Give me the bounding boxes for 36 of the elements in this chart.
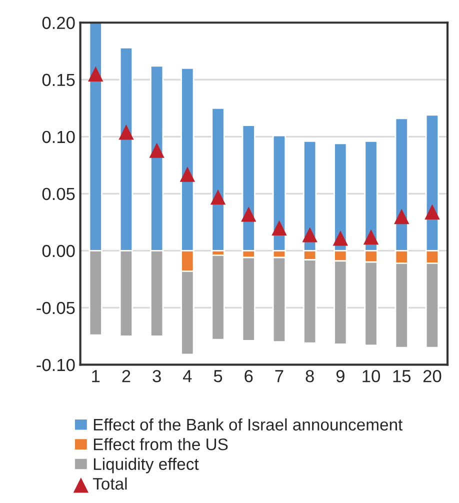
x-tick-label: 20 xyxy=(423,370,442,382)
x-tick-label: 8 xyxy=(306,370,314,382)
x-tick-label: 15 xyxy=(393,370,411,382)
point xyxy=(363,229,379,245)
point xyxy=(210,189,226,205)
point xyxy=(424,204,440,220)
y-tick-label: 0.00 xyxy=(42,244,75,258)
y-tick-label: -0.10 xyxy=(36,358,75,372)
point xyxy=(241,206,256,222)
x-tick-label: 1 xyxy=(92,370,100,382)
point xyxy=(394,208,410,224)
point xyxy=(180,166,196,182)
y-tick-label: 0.05 xyxy=(42,188,75,200)
y-tick-label: 0.20 xyxy=(42,16,75,30)
y-tick-label: 0.10 xyxy=(42,130,75,144)
x-tick-label: 5 xyxy=(214,370,222,382)
y-tick-label: 0.15 xyxy=(42,74,75,86)
bar xyxy=(211,107,225,252)
legend-label: Total xyxy=(92,477,127,490)
x-tick-label: 3 xyxy=(152,370,161,382)
x-tick-label: 2 xyxy=(122,370,130,382)
point xyxy=(88,66,104,82)
legend-label: Effect from the US xyxy=(94,438,228,450)
legend-label: Effect of the Bank of Israel announcement xyxy=(94,418,403,431)
x-tick-label: 9 xyxy=(336,370,344,382)
point xyxy=(332,230,348,246)
x-tick-label: 10 xyxy=(362,370,380,382)
point xyxy=(118,124,134,140)
point xyxy=(149,142,164,158)
point xyxy=(302,227,318,242)
legend-label: Liquidity effect xyxy=(94,458,199,474)
x-tick-label: 7 xyxy=(275,370,284,382)
y-tick-label: -0.05 xyxy=(36,302,75,314)
x-tick-label: 4 xyxy=(182,370,192,382)
x-tick-label: 6 xyxy=(244,370,253,382)
point xyxy=(272,220,287,236)
